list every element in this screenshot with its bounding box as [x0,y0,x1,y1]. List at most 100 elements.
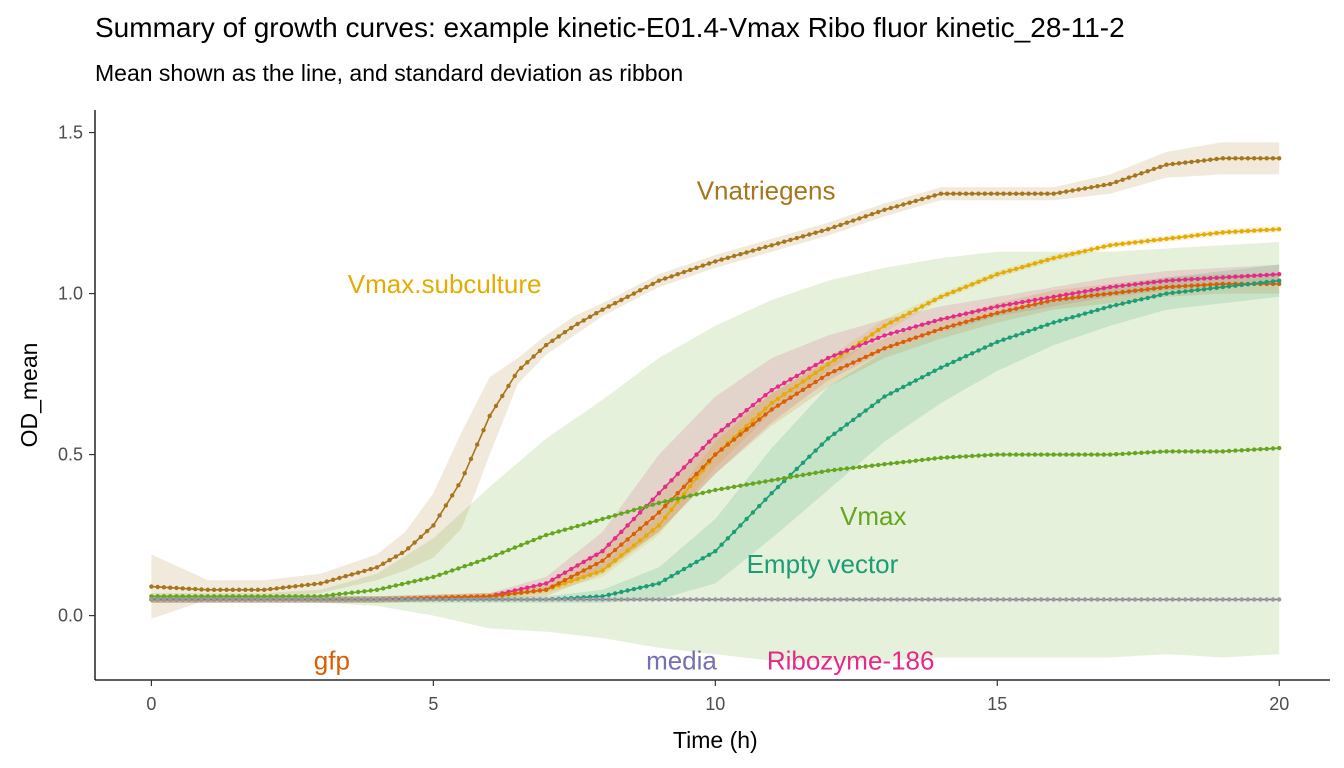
point-media [381,597,386,602]
point-ribozyme-186 [1107,284,1113,290]
point-empty-vector [725,536,731,541]
point-vnatriegens [1277,156,1282,161]
point-empty-vector [1082,311,1088,316]
point-gfp [788,395,793,400]
point-empty-vector [1126,299,1132,305]
point-vmax [305,594,311,599]
point-vmax [393,583,398,588]
point-ribozyme-186 [888,331,893,336]
point-gfp [876,349,881,354]
point-empty-vector [625,588,630,593]
point-vmax [462,564,467,569]
point-vmax [1082,452,1088,457]
point-media [456,597,461,602]
point-vmax-subculture [995,272,1000,277]
point-media [1239,597,1244,602]
point-vmax [218,594,223,599]
point-vmax [919,457,925,463]
point-empty-vector [882,394,887,399]
point-vnatriegens [731,253,737,259]
point-empty-vector [619,589,624,595]
point-ribozyme-186 [1245,273,1251,279]
point-empty-vector [932,368,937,373]
point-ribozyme-186 [1226,274,1232,280]
point-media [769,597,774,602]
point-vmax [1101,452,1107,457]
point-vmax [186,594,192,599]
point-vnatriegens [1139,171,1144,176]
point-vmax [631,507,637,513]
point-vmax [832,467,837,473]
point-media [243,597,248,602]
point-vmax-subculture [1264,227,1269,233]
point-vmax [995,452,1000,457]
point-media [569,597,574,602]
point-vmax [337,591,342,597]
point-vnatriegens [512,373,517,379]
point-vmax [857,464,862,470]
point-gfp [1126,289,1132,294]
point-vnatriegens [543,342,549,348]
point-vnatriegens [518,365,524,371]
point-vmax-subculture [1076,250,1081,255]
point-empty-vector [713,549,718,554]
point-gfp [713,452,718,457]
point-media [857,597,862,602]
point-vmax [1158,449,1163,454]
point-vmax [1145,450,1150,455]
point-empty-vector [1038,324,1044,329]
point-vnatriegens [606,304,611,309]
point-vmax [262,594,267,599]
point-empty-vector [1032,326,1038,332]
point-media [851,597,856,602]
point-gfp [832,369,837,374]
point-vnatriegens [312,581,317,587]
point-ribozyme-186 [675,471,680,477]
point-gfp [995,310,1000,316]
point-vmax-subculture [1132,240,1138,245]
point-vnatriegens [274,586,279,591]
point-empty-vector [1201,287,1207,292]
point-ribozyme-186 [706,439,712,444]
point-vmax [1107,452,1113,457]
point-vmax-subculture [1032,261,1038,266]
x-tick-label: 0 [146,694,156,714]
point-media [1089,597,1094,602]
point-media [1145,597,1150,602]
point-empty-vector [982,345,987,350]
point-vnatriegens [1026,191,1031,196]
point-vnatriegens [1020,191,1025,196]
point-media [487,597,492,602]
point-gfp [1045,299,1050,304]
point-vnatriegens [1032,191,1038,196]
point-media [236,597,242,602]
point-vmax-subculture [782,392,787,397]
point-vmax [174,594,179,599]
point-empty-vector [681,566,687,572]
point-vmax-subculture [750,418,756,423]
point-vmax [149,594,154,599]
point-ribozyme-186 [794,373,799,379]
point-ribozyme-186 [1176,277,1182,283]
point-vmax-subculture [644,533,649,538]
point-vnatriegens [262,587,267,592]
point-vmax-subculture [625,548,630,553]
point-vnatriegens [1038,191,1044,196]
point-vnatriegens [456,483,461,488]
point-vnatriegens [1070,188,1075,193]
point-ribozyme-186 [1270,272,1276,277]
point-media [1264,597,1269,602]
point-vnatriegens [594,311,599,316]
point-empty-vector [1051,320,1056,325]
point-empty-vector [606,592,611,597]
point-vmax-subculture [1001,270,1006,275]
point-media [1183,597,1188,602]
point-media [374,597,380,602]
point-vmax [612,513,618,518]
point-vnatriegens [368,566,373,572]
point-vmax [287,594,292,599]
point-ribozyme-186 [1139,281,1144,286]
point-ribozyme-186 [725,423,731,428]
point-gfp [957,321,962,326]
point-gfp [913,335,918,340]
